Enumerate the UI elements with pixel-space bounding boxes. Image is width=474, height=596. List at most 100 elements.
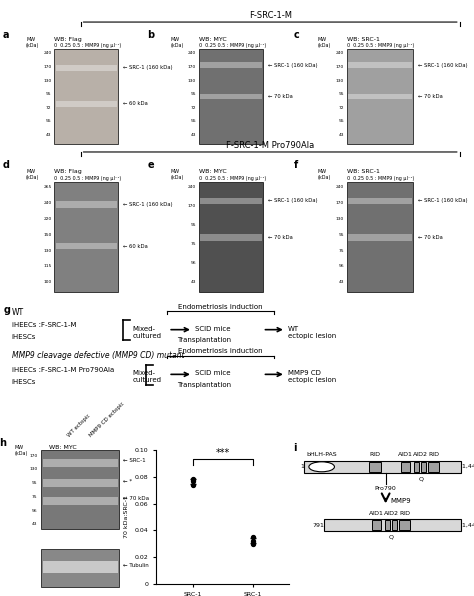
Text: iHEECs :F-SRC-1-M Pro790Ala: iHEECs :F-SRC-1-M Pro790Ala xyxy=(12,367,114,373)
FancyBboxPatch shape xyxy=(200,234,262,241)
FancyBboxPatch shape xyxy=(55,101,117,107)
FancyBboxPatch shape xyxy=(200,198,262,204)
Text: 170: 170 xyxy=(188,65,196,69)
FancyBboxPatch shape xyxy=(55,65,117,71)
Text: SCID mice: SCID mice xyxy=(195,371,231,377)
Text: 0  0.25 0.5 : MMP9 (ng μl⁻¹): 0 0.25 0.5 : MMP9 (ng μl⁻¹) xyxy=(199,44,266,48)
FancyBboxPatch shape xyxy=(43,561,118,573)
FancyBboxPatch shape xyxy=(55,243,117,249)
Text: e: e xyxy=(147,160,154,170)
Text: 43: 43 xyxy=(338,133,344,137)
Text: 100: 100 xyxy=(44,280,52,284)
Text: 150: 150 xyxy=(43,233,52,237)
Text: ← 70 kDa: ← 70 kDa xyxy=(419,94,443,99)
Text: 130: 130 xyxy=(44,249,52,253)
FancyBboxPatch shape xyxy=(414,462,419,472)
Text: MW
(kDa): MW (kDa) xyxy=(26,38,39,48)
Text: MMP9 CD
ectopic lesion: MMP9 CD ectopic lesion xyxy=(288,371,337,383)
Text: WB: Flag: WB: Flag xyxy=(54,38,82,42)
Text: h: h xyxy=(0,438,7,448)
Text: g: g xyxy=(4,305,11,315)
FancyBboxPatch shape xyxy=(401,462,410,472)
Text: RID: RID xyxy=(369,452,380,457)
Text: 220: 220 xyxy=(44,217,52,221)
Text: ← SRC-1 (160 kDa): ← SRC-1 (160 kDa) xyxy=(268,198,318,203)
Text: 240: 240 xyxy=(188,185,196,190)
Text: 240: 240 xyxy=(336,51,344,55)
Text: MW
(kDa): MW (kDa) xyxy=(171,169,184,179)
Text: ← SRC-1 (160 kDa): ← SRC-1 (160 kDa) xyxy=(419,198,468,203)
FancyBboxPatch shape xyxy=(385,520,390,530)
Text: 1,441 (aa): 1,441 (aa) xyxy=(463,523,474,527)
Text: 170: 170 xyxy=(336,65,344,69)
Text: b: b xyxy=(147,30,155,41)
Text: ← 70 kDa: ← 70 kDa xyxy=(419,235,443,240)
FancyBboxPatch shape xyxy=(399,520,410,530)
Text: WB: MYC: WB: MYC xyxy=(199,38,227,42)
Text: 55: 55 xyxy=(338,119,344,123)
FancyBboxPatch shape xyxy=(347,49,413,144)
Text: 1,441 (aa): 1,441 (aa) xyxy=(463,464,474,469)
Text: ← 60 kDa: ← 60 kDa xyxy=(123,101,148,107)
Text: 72: 72 xyxy=(191,106,196,110)
Text: RID: RID xyxy=(428,452,439,457)
Text: 240: 240 xyxy=(336,185,344,190)
Text: f: f xyxy=(294,160,298,170)
Text: i: i xyxy=(293,443,297,453)
Point xyxy=(189,476,196,486)
FancyBboxPatch shape xyxy=(43,459,118,467)
Text: ***: *** xyxy=(216,448,230,458)
Text: 170: 170 xyxy=(44,65,52,69)
Text: Transplantation: Transplantation xyxy=(177,382,231,388)
FancyBboxPatch shape xyxy=(392,520,397,530)
Text: 55: 55 xyxy=(191,119,196,123)
Text: AID2: AID2 xyxy=(384,511,399,516)
Point xyxy=(189,480,196,490)
Text: 130: 130 xyxy=(44,79,52,83)
Text: RID: RID xyxy=(399,511,410,516)
FancyBboxPatch shape xyxy=(420,462,426,472)
Text: iHESCs: iHESCs xyxy=(12,379,36,385)
Text: ← 70 kDa: ← 70 kDa xyxy=(268,235,292,240)
Text: ← SRC-1 (160 kDa): ← SRC-1 (160 kDa) xyxy=(419,63,468,67)
FancyBboxPatch shape xyxy=(347,182,413,293)
Text: WT ectopic: WT ectopic xyxy=(66,413,91,438)
FancyBboxPatch shape xyxy=(348,94,412,99)
Text: Pro790: Pro790 xyxy=(375,486,397,491)
Text: iHEECs :F-SRC-1-M: iHEECs :F-SRC-1-M xyxy=(12,322,76,328)
Text: 75: 75 xyxy=(32,495,37,499)
Point xyxy=(249,536,257,546)
Text: Mixed-
cultured: Mixed- cultured xyxy=(132,371,162,383)
Text: 130: 130 xyxy=(188,79,196,83)
Text: AID1: AID1 xyxy=(398,452,413,457)
Text: MW
(kDa): MW (kDa) xyxy=(318,38,331,48)
Text: ← SRC-1 (160 kDa): ← SRC-1 (160 kDa) xyxy=(268,63,318,67)
Text: 130: 130 xyxy=(336,79,344,83)
Text: 95: 95 xyxy=(191,224,196,227)
FancyBboxPatch shape xyxy=(41,549,119,587)
Text: ← SRC-1 (160 kDa): ← SRC-1 (160 kDa) xyxy=(123,66,173,70)
Text: 55: 55 xyxy=(46,119,52,123)
Text: 0  0.25 0.5 : MMP9 (ng μl⁻¹): 0 0.25 0.5 : MMP9 (ng μl⁻¹) xyxy=(347,176,414,181)
FancyBboxPatch shape xyxy=(55,201,117,207)
Text: 240: 240 xyxy=(44,201,52,205)
FancyBboxPatch shape xyxy=(369,462,381,472)
FancyBboxPatch shape xyxy=(200,94,262,99)
Text: ← SRC-1 (160 kDa): ← SRC-1 (160 kDa) xyxy=(123,202,173,207)
Text: MMP9 CD ectopic: MMP9 CD ectopic xyxy=(88,401,125,438)
FancyBboxPatch shape xyxy=(372,520,382,530)
Text: 72: 72 xyxy=(338,106,344,110)
Text: WT
ectopic lesion: WT ectopic lesion xyxy=(288,326,337,339)
Text: 43: 43 xyxy=(191,133,196,137)
Text: iHESCs: iHESCs xyxy=(12,334,36,340)
FancyBboxPatch shape xyxy=(199,182,263,293)
FancyBboxPatch shape xyxy=(199,49,263,144)
FancyBboxPatch shape xyxy=(41,450,119,529)
Text: ← Tubulin: ← Tubulin xyxy=(123,563,148,568)
Text: 1: 1 xyxy=(300,464,304,469)
Text: 130: 130 xyxy=(29,467,37,471)
Text: 170: 170 xyxy=(336,201,344,205)
Text: 0  0.25 0.5 : MMP9 (ng μl⁻¹): 0 0.25 0.5 : MMP9 (ng μl⁻¹) xyxy=(347,44,414,48)
Text: 56: 56 xyxy=(338,265,344,268)
Text: Endometriosis induction: Endometriosis induction xyxy=(178,348,263,354)
